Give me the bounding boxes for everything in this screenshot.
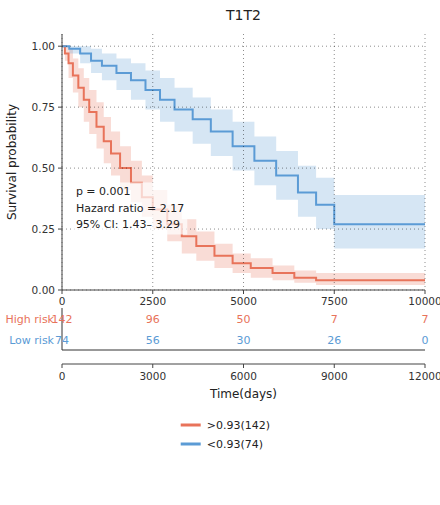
- tick-label: 7500: [321, 295, 348, 307]
- annotation-text: Hazard ratio = 2.17: [76, 202, 184, 215]
- tick-label: 12000: [408, 370, 440, 382]
- legend-label: >0.93(142): [207, 419, 270, 432]
- tick-label: 10000: [408, 295, 440, 307]
- tick-label: 5000: [230, 295, 257, 307]
- tick: [58, 229, 62, 230]
- tick-label: 0.75: [32, 101, 55, 113]
- grid-line: [62, 46, 425, 47]
- grid-line: [152, 34, 153, 290]
- tick-label: 0.50: [32, 162, 55, 174]
- survival-curve: [62, 46, 425, 224]
- tick: [334, 290, 335, 294]
- at-risk-count: 74: [55, 334, 69, 347]
- tick-label: 0.25: [32, 223, 55, 235]
- tick: [425, 290, 426, 294]
- at-risk-count: 56: [146, 334, 160, 347]
- tick-label: 3000: [139, 370, 166, 382]
- at-risk-count: 7: [331, 313, 338, 326]
- y-axis-line: [62, 34, 63, 290]
- tick: [243, 364, 244, 368]
- row-label: Low risk: [9, 334, 54, 347]
- grid-line: [243, 34, 244, 290]
- tick-label: 2500: [139, 295, 166, 307]
- tick: [62, 290, 63, 294]
- tick: [425, 364, 426, 368]
- table-border: [62, 350, 425, 351]
- at-risk-count: 50: [237, 313, 251, 326]
- grid-line: [62, 34, 63, 290]
- axes: 0 2500 5000 7500 10000 0.00 0.25 0.50 0.75 1.00: [32, 34, 440, 307]
- grid-line: [62, 290, 425, 291]
- chart: T1T20250050007500100000.000.250.500.751.…: [0, 0, 440, 505]
- tick-label: 0.00: [32, 284, 55, 296]
- tick-label: 6000: [230, 370, 257, 382]
- legend-swatch: [181, 424, 201, 427]
- tick: [58, 46, 62, 47]
- row-label: High risk: [6, 313, 55, 326]
- at-risk-count: 142: [52, 313, 73, 326]
- grid-line: [62, 107, 425, 108]
- y-axis-label: Survival probability: [5, 104, 19, 220]
- tick-label: 9000: [321, 370, 348, 382]
- legend: >0.93(142) <0.93(74): [181, 419, 270, 451]
- tick: [334, 364, 335, 368]
- tick: [152, 364, 153, 368]
- tick: [152, 290, 153, 294]
- x-axis-line: [62, 290, 425, 291]
- survival-curve: [62, 46, 425, 280]
- tick-label: 1.00: [32, 40, 55, 52]
- legend-label: <0.93(74): [207, 438, 263, 451]
- tick-label: 0: [59, 295, 66, 307]
- at-risk-count: 0: [422, 334, 429, 347]
- at-risk-count: 26: [327, 334, 341, 347]
- grid-line: [62, 168, 425, 169]
- at-risk-table: High risk142 96 50 7 7 Low risk74 56 30 26 0: [6, 308, 429, 350]
- x-axis-label: Time(days): [209, 387, 277, 401]
- tick: [62, 364, 63, 368]
- tick: [243, 290, 244, 294]
- grid-line: [425, 34, 426, 290]
- title: T1T2: [225, 7, 261, 23]
- tick: [58, 107, 62, 108]
- at-risk-count: 96: [146, 313, 160, 326]
- legend-swatch: [181, 443, 201, 446]
- tick: [58, 168, 62, 169]
- grid-line: [334, 34, 335, 290]
- time-axis: 0 3000 6000 9000 12000 Time(days): [59, 364, 440, 401]
- annotation: p = 0.001 Hazard ratio = 2.17 95% CI: 1.43…: [73, 182, 187, 234]
- annotation-text: p = 0.001: [76, 185, 131, 198]
- at-risk-count: 30: [237, 334, 251, 347]
- annotation-text: 95% CI: 1.43– 3.29: [76, 218, 180, 231]
- tick: [58, 290, 62, 291]
- tick-label: 0: [59, 370, 66, 382]
- annotation-background: [73, 182, 187, 234]
- at-risk-count: 7: [422, 313, 429, 326]
